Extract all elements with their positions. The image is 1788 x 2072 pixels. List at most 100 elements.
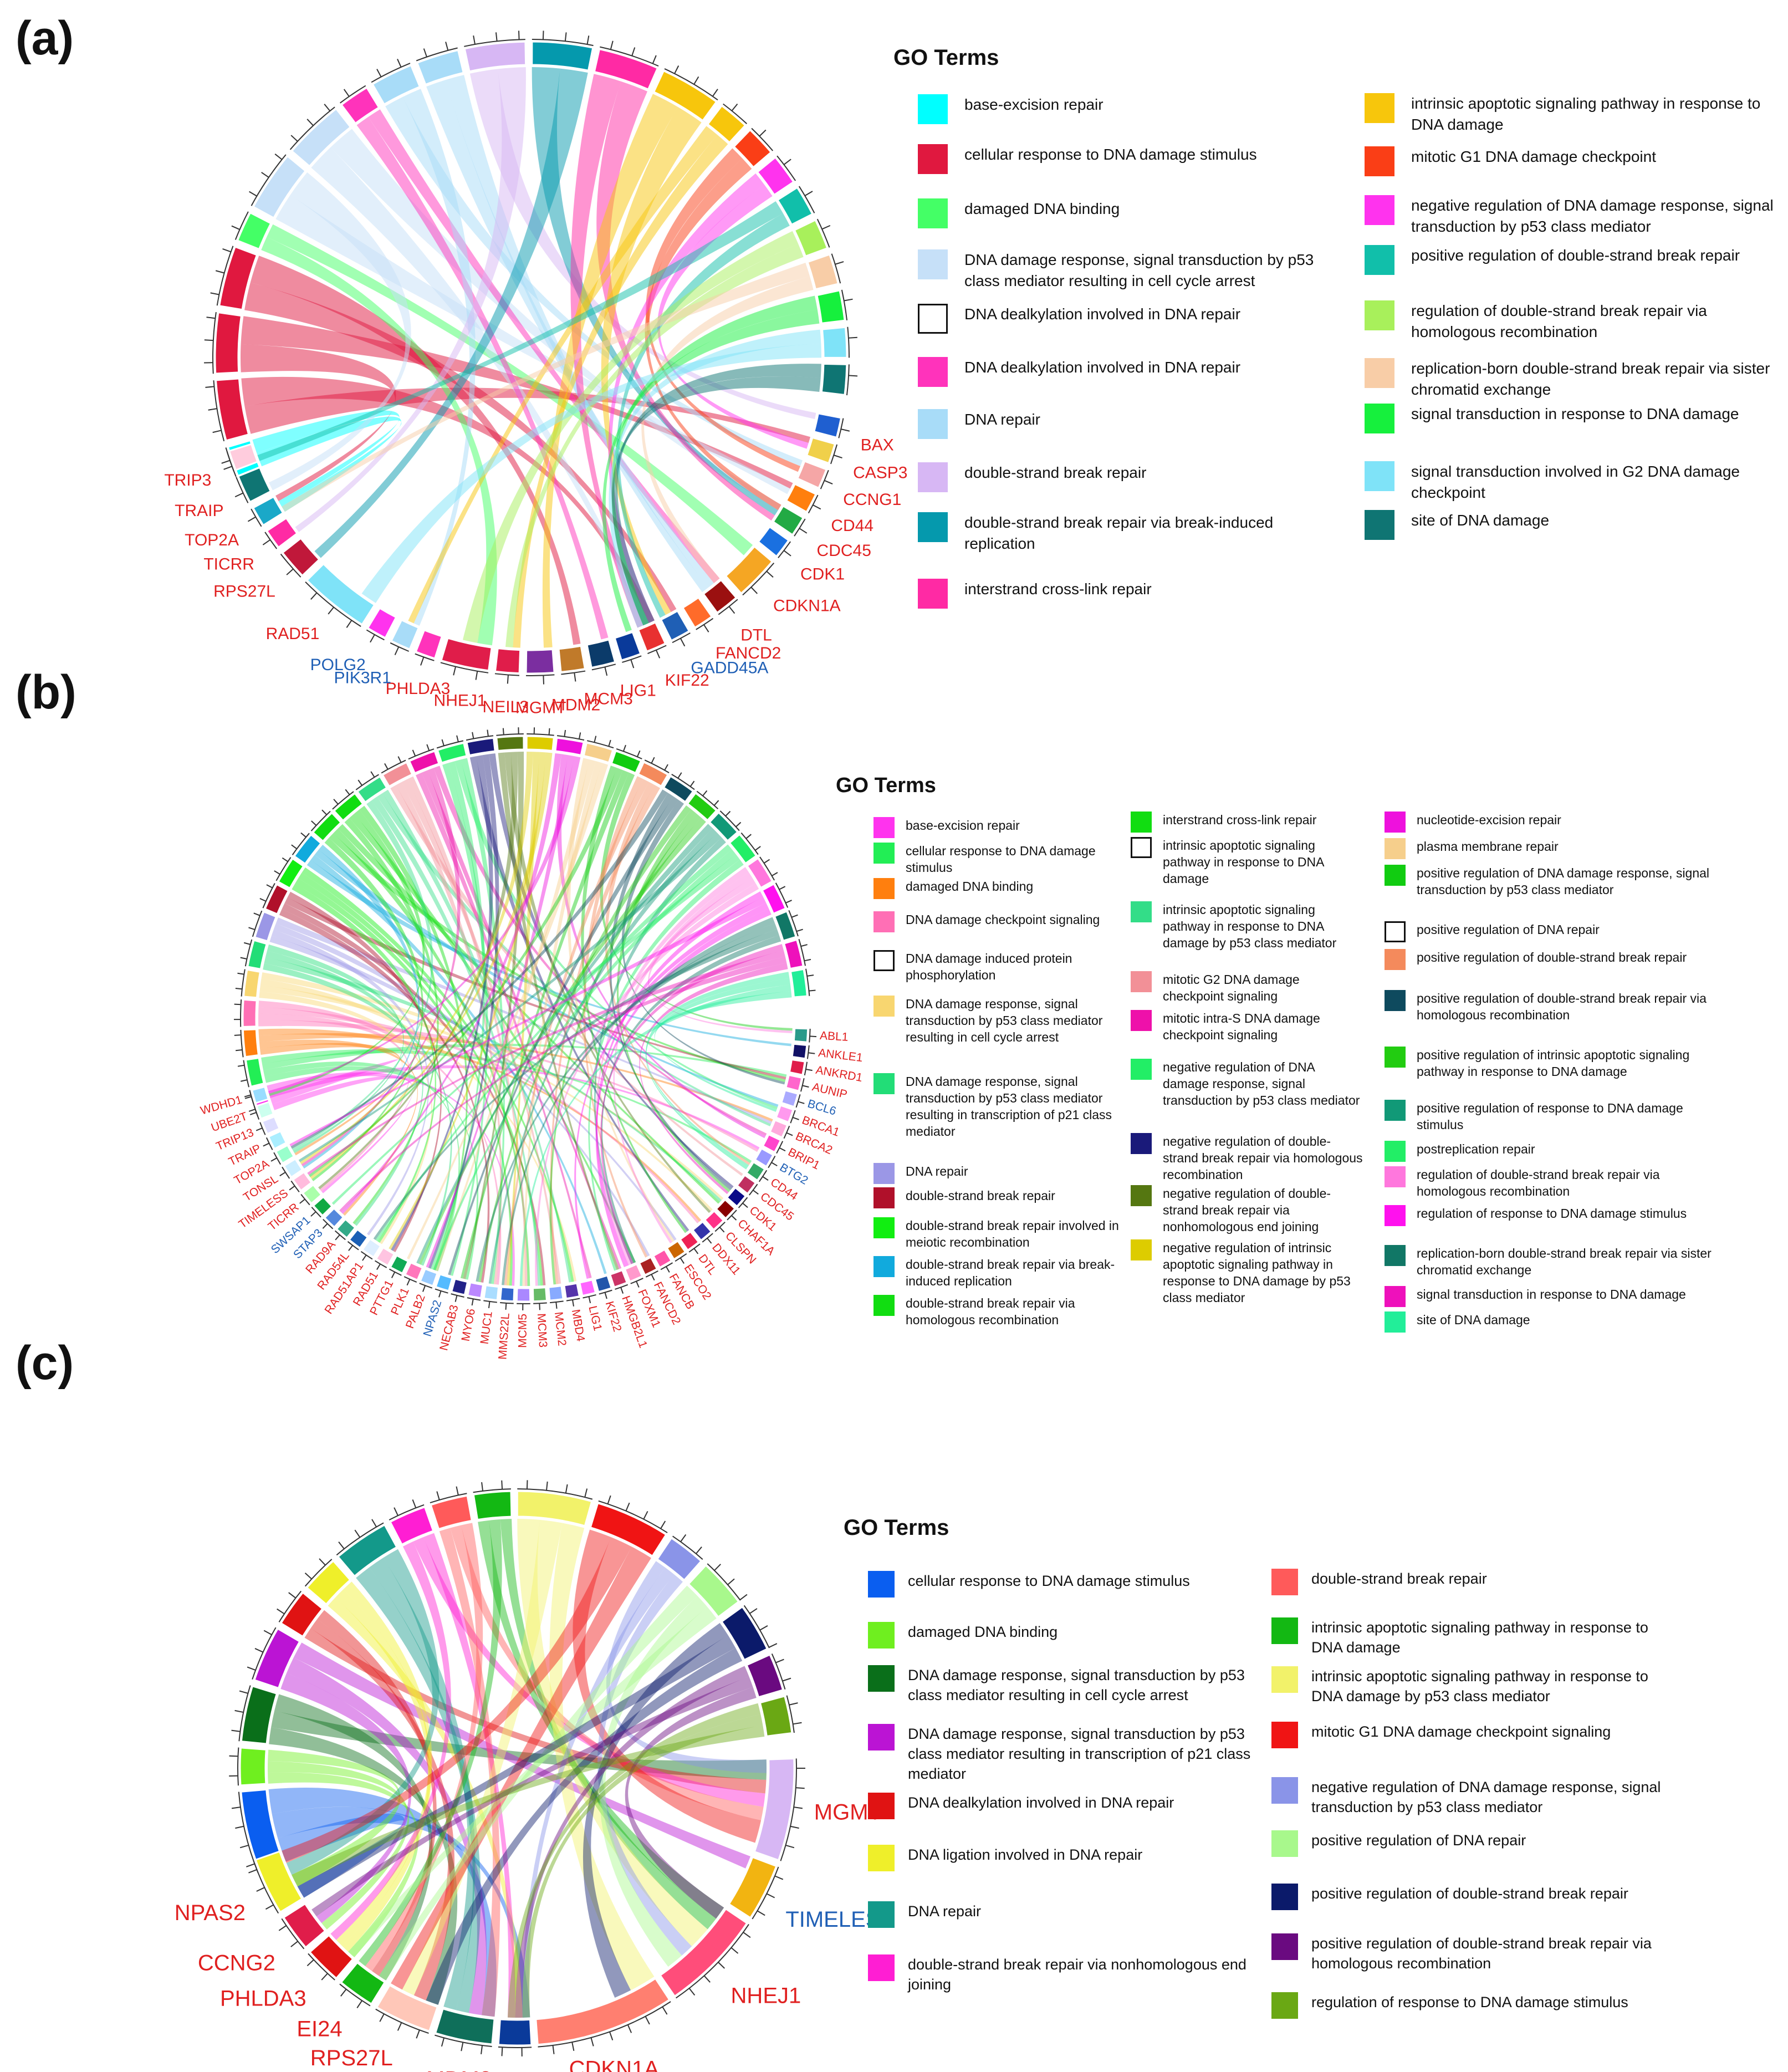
a-term-arc — [236, 211, 272, 251]
legend-swatch — [1385, 838, 1406, 859]
chord-diagram-a: BAX CASP3 CCNG1 CD44 CDC45 CDK1 CDKN1ADTLFANCD… — [164, 30, 908, 717]
b-gene-arc — [735, 1173, 757, 1195]
legend-item: negative regulation of double-strand bre… — [1131, 1133, 1363, 1183]
a-gene-label: NEIL3 — [483, 698, 529, 716]
b-term-arc — [311, 812, 343, 843]
a-gene-arc — [681, 596, 713, 629]
b-gene-arc — [563, 1282, 581, 1300]
legend-label: double-strand break repair via break-ind… — [906, 1257, 1115, 1288]
c-term-arc — [305, 1559, 351, 1606]
c-ribbon — [311, 1676, 753, 1917]
b-term-arc — [728, 833, 758, 865]
c-gene-arc — [434, 2007, 495, 2045]
a-term-arc — [214, 311, 243, 375]
a-ribbon — [505, 244, 804, 647]
a-term-arc — [821, 326, 848, 359]
b-gene-arc — [348, 1228, 369, 1249]
b-gene-arc — [691, 1220, 713, 1242]
a-gene-label: MGMT — [515, 699, 566, 717]
c-gene-arc — [753, 1757, 795, 1861]
legend-swatch — [1385, 812, 1406, 833]
legend-label: DNA damage induced protein phosphorylati… — [906, 951, 1072, 982]
a-term-arc — [340, 86, 380, 125]
legend-label: DNA damage response, signal transduction… — [908, 1667, 1245, 1703]
c-ribbon — [522, 1567, 675, 2018]
c-gene-arc — [282, 1902, 326, 1949]
legend-swatch — [868, 1793, 895, 1819]
legend-swatch — [1271, 1569, 1298, 1595]
legend-item: mitotic intra-S DNA damage checkpoint si… — [1131, 1010, 1363, 1043]
b-gene-arc — [260, 1115, 281, 1135]
b-gene-label: MCM2 — [552, 1311, 569, 1346]
legend-swatch — [1131, 901, 1152, 922]
b-ribbon — [301, 768, 461, 1167]
b-gene-label: ABL1 — [819, 1029, 849, 1044]
a-term-arc — [806, 253, 840, 290]
a-term-arc — [733, 129, 773, 169]
legend-item: positive regulation of DNA repair — [1271, 1830, 1682, 1857]
legend-label: replication-born double-strand break rep… — [1417, 1246, 1712, 1277]
legend-item: DNA dealkylation involved in DNA repair — [868, 1793, 1256, 1819]
legend-swatch — [1271, 1992, 1298, 2019]
a-ribbon — [311, 147, 649, 626]
b-gene-arc — [292, 1171, 313, 1192]
legend-swatch — [1271, 1884, 1298, 1910]
a-ribbon — [241, 344, 396, 502]
c-ribbon — [278, 1813, 405, 1898]
legend-swatch — [1365, 461, 1394, 491]
a-gene-label: NHEJ1 — [434, 691, 487, 710]
b-gene-arc — [609, 1269, 629, 1289]
a-gene-label: TRAIP — [175, 502, 223, 520]
b-gene-arc — [515, 1287, 532, 1303]
b-term-arc — [789, 968, 808, 998]
legend-item: damaged DNA binding — [868, 1622, 1256, 1649]
b-ribbon — [407, 763, 609, 1259]
a-gene-arc — [772, 504, 805, 537]
a-term-arc — [820, 363, 848, 396]
legend-item: double-strand break repair via nonhomolo… — [868, 1954, 1256, 1994]
b-term-arc — [637, 761, 670, 788]
legend-swatch — [868, 1665, 895, 1692]
b-gene-arc — [419, 1268, 438, 1287]
b-term-arc — [610, 749, 642, 774]
legend-swatch — [1385, 865, 1406, 886]
c-ribbon — [304, 1628, 767, 1794]
legend-item: double-strand break repair involved in m… — [873, 1217, 1128, 1251]
legend-swatch — [868, 1845, 895, 1871]
b-ribbons — [258, 752, 793, 1286]
legend-label: interstrand cross-link repair — [964, 580, 1152, 598]
c-ribbon — [573, 1529, 762, 1843]
legend-item: intrinsic apoptotic signaling pathway in… — [1365, 93, 1786, 135]
legend-swatch — [1131, 971, 1152, 992]
legend-label: negative regulation of double-strand bre… — [1163, 1186, 1331, 1234]
legend-label: DNA repair — [908, 1903, 982, 1920]
c-gene-arc — [308, 1934, 354, 1980]
a-gene-arcs — [228, 412, 842, 675]
legend-item: DNA ligation involved in DNA repair — [868, 1845, 1256, 1871]
legend-item: mitotic G1 DNA damage checkpoint — [1365, 146, 1786, 176]
legend-swatch — [868, 1901, 895, 1928]
b-gene-arc — [312, 1196, 334, 1217]
a-gene-label: PHLDA3 — [386, 680, 451, 698]
b-term-arc — [773, 910, 797, 942]
a-term-arc — [756, 156, 795, 196]
b-ribbon — [507, 752, 540, 1286]
c-term-arc — [239, 1747, 267, 1787]
legend-swatch — [918, 512, 948, 542]
b-ribbon — [435, 759, 596, 1272]
panel-b-legend-title: GO Terms — [836, 774, 936, 797]
legend-swatch — [1365, 510, 1394, 540]
b-gene-arc — [594, 1274, 613, 1293]
legend-label: replication-born double-strand break rep… — [1411, 360, 1770, 398]
b-gene-arc — [785, 1074, 803, 1093]
a-gene-arc — [366, 606, 397, 639]
b-term-arc — [466, 737, 496, 757]
c-term-arc — [240, 1788, 285, 1874]
b-term-arc — [686, 792, 718, 821]
legend-item: double-strand break repair — [873, 1187, 1128, 1208]
legend-label: positive regulation of DNA repair — [1311, 1832, 1526, 1849]
legend-swatch — [1385, 1286, 1406, 1307]
b-ribbon — [338, 824, 721, 1204]
b-gene-arc — [666, 1239, 687, 1260]
legend-label: positive regulation of response to DNA d… — [1417, 1101, 1683, 1132]
